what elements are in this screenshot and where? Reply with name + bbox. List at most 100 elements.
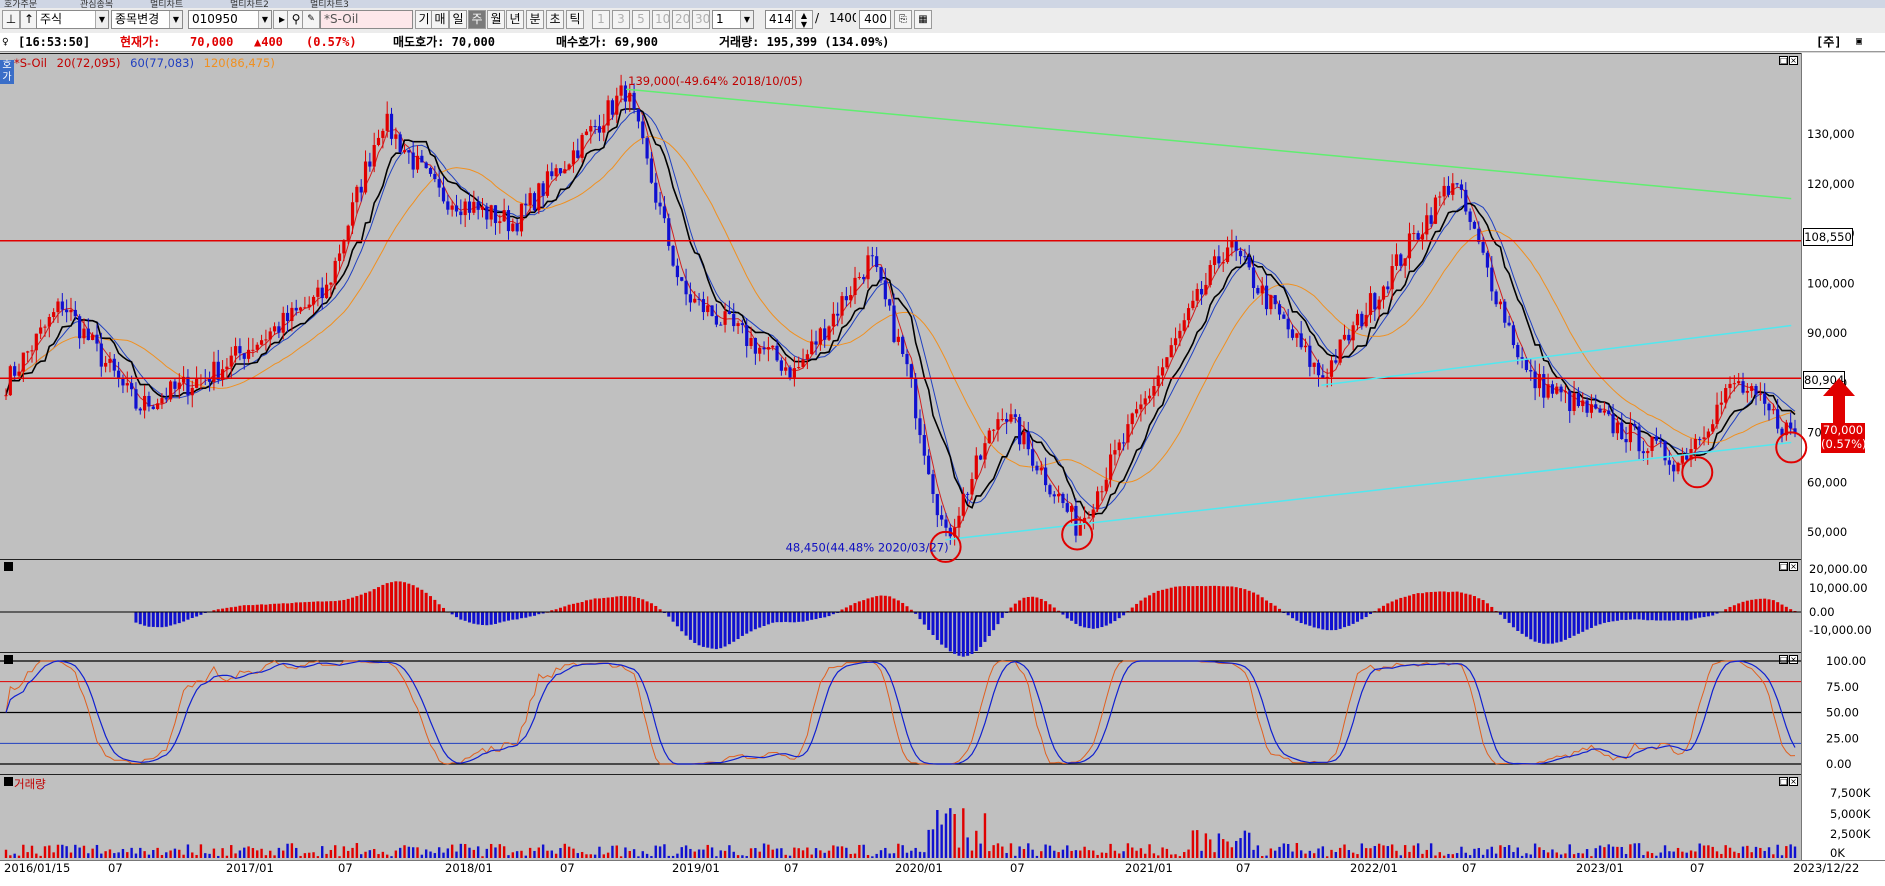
volume-bar xyxy=(507,855,510,858)
close-icon[interactable]: × xyxy=(1789,655,1798,664)
candle-body xyxy=(953,527,957,537)
candle-body xyxy=(736,323,740,327)
close-icon[interactable]: × xyxy=(1789,562,1798,571)
volume-bar xyxy=(541,844,545,858)
window-tab[interactable]: 멀티차트3 xyxy=(310,0,349,9)
macd-bar xyxy=(1407,595,1411,612)
minute-unit-button[interactable]: 1 xyxy=(592,10,610,29)
volume-bar xyxy=(931,829,935,858)
macd-bar xyxy=(810,612,814,620)
calendar-icon[interactable]: ▦ xyxy=(914,10,932,29)
current-price-marker: 70,000 (0.57%) xyxy=(1821,423,1867,453)
volume-bar xyxy=(1079,850,1082,858)
panel-menu-icon[interactable] xyxy=(4,655,13,664)
count-input[interactable]: 414 xyxy=(765,10,793,29)
macd-bar xyxy=(242,605,246,612)
view-count-input[interactable]: 400 xyxy=(859,10,891,29)
window-tab[interactable]: 멀티차트2 xyxy=(230,0,269,9)
volume-bar xyxy=(295,847,298,858)
volume-bar xyxy=(1715,851,1719,858)
panel-menu-icon[interactable] xyxy=(4,777,13,786)
volume-bar xyxy=(546,850,549,858)
volume-bar xyxy=(671,855,675,858)
period-week-button[interactable]: 주 xyxy=(468,10,486,29)
macd-bar xyxy=(1226,586,1230,612)
macd-bar xyxy=(442,607,446,612)
minute-unit-button[interactable]: 20 xyxy=(672,10,690,29)
volume-bar xyxy=(866,855,870,858)
close-icon[interactable]: × xyxy=(1789,777,1798,786)
volume-bar xyxy=(225,855,229,858)
candle-body xyxy=(619,85,623,96)
candle-body xyxy=(415,155,420,170)
window-tab[interactable]: 멀티차트 xyxy=(150,0,184,9)
candle-body xyxy=(1225,247,1230,263)
lock-icon[interactable]: ♀ xyxy=(2,35,9,48)
macd-bar xyxy=(840,609,844,612)
volume-bar xyxy=(1746,845,1749,858)
edit-icon[interactable]: ✎ xyxy=(302,10,320,29)
macd-bar xyxy=(771,612,775,623)
chart-copy-icon[interactable]: ⎘ xyxy=(894,10,912,29)
minute-unit-button[interactable]: 5 xyxy=(632,10,650,29)
period-year-button[interactable]: 년 xyxy=(506,10,524,29)
chevron-down-icon: ▼ xyxy=(95,11,108,28)
chart-legend: *S-Oil 20(72,095) 60(77,083) 120(86,475) xyxy=(14,56,275,70)
candle-body xyxy=(1195,288,1199,301)
macd-bar xyxy=(948,612,952,652)
candle-body xyxy=(1511,325,1516,346)
candle-body xyxy=(398,134,402,153)
code-change-select[interactable]: 종목변경 ▼ xyxy=(111,10,183,29)
volume-bar xyxy=(797,848,800,858)
close-icon[interactable]: ▣ xyxy=(1856,36,1863,47)
volume-bar xyxy=(342,846,346,858)
macd-bar xyxy=(1065,612,1069,619)
candle-body xyxy=(1715,404,1719,425)
unit-select[interactable]: 1 ▼ xyxy=(712,10,754,29)
stock-code-input[interactable]: 010950 ▼ xyxy=(188,10,272,29)
candle-body xyxy=(1044,467,1048,486)
macd-bar xyxy=(1113,612,1117,622)
candle-body xyxy=(1789,422,1793,429)
close-icon[interactable]: × xyxy=(1789,56,1798,65)
macd-bar xyxy=(160,612,164,628)
period-tick-button[interactable]: 틱 xyxy=(566,10,584,29)
minute-unit-button[interactable]: 30 xyxy=(692,10,710,29)
volume-bar xyxy=(1308,850,1312,858)
market-select[interactable]: 주식 ▼ xyxy=(36,10,109,29)
maximize-icon[interactable]: □ xyxy=(1779,777,1788,786)
maximize-icon[interactable]: □ xyxy=(1779,655,1788,664)
minute-unit-button[interactable]: 10 xyxy=(652,10,670,29)
volume-bar xyxy=(126,852,129,858)
maximize-icon[interactable]: □ xyxy=(1779,56,1788,65)
minute-unit-button[interactable]: 3 xyxy=(612,10,630,29)
window-tab[interactable]: 호가주문 xyxy=(4,0,38,9)
period-day-button[interactable]: 일 xyxy=(449,10,467,29)
period-second-button[interactable]: 초 xyxy=(546,10,564,29)
window-tab[interactable]: 관심종목 xyxy=(80,0,114,9)
pin-icon[interactable]: ⊥ xyxy=(2,10,20,29)
volume-bar xyxy=(459,843,463,858)
period-minute-button[interactable]: 분 xyxy=(526,10,544,29)
macd-bar xyxy=(216,609,220,612)
volume-bar xyxy=(1776,844,1779,858)
macd-bar xyxy=(1295,612,1299,621)
candle-body xyxy=(424,162,428,169)
period-month-button[interactable]: 월 xyxy=(487,10,505,29)
macd-bar xyxy=(394,581,398,612)
maximize-icon[interactable]: □ xyxy=(1779,562,1788,571)
ki-button[interactable]: 기 xyxy=(415,10,433,29)
candle-body xyxy=(580,134,584,158)
spin-icon[interactable]: ▲ ▼ xyxy=(795,10,813,29)
volume-bar xyxy=(1551,849,1554,858)
candle-body xyxy=(1559,386,1563,393)
macd-bar xyxy=(1472,596,1476,612)
panel-menu-icon[interactable] xyxy=(4,562,13,571)
macd-bar xyxy=(888,596,892,612)
volume-bar xyxy=(290,843,294,858)
macd-bar xyxy=(1550,612,1554,644)
candle-body xyxy=(844,296,848,301)
mae-button[interactable]: 매 xyxy=(431,10,449,29)
volume-bar xyxy=(585,854,588,858)
